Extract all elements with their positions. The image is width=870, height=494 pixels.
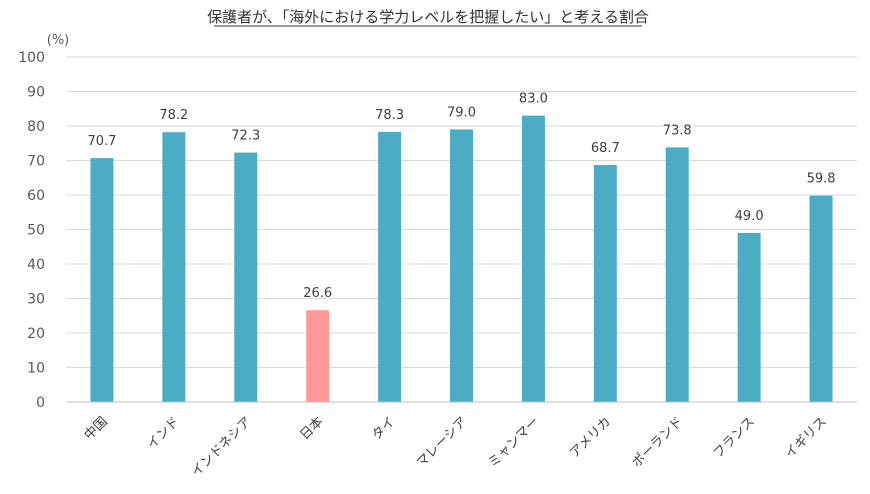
category-label: フランス [711,414,758,461]
bar [450,129,473,402]
y-tick-label: 70 [27,154,45,170]
data-label: 49.0 [735,209,764,224]
bar [665,147,689,402]
category-label: アメリカ [567,414,614,461]
bar [593,164,617,402]
y-tick-label: 40 [27,257,45,273]
bar [809,195,833,402]
category-label: ポーランド [629,414,686,471]
category-label: 中国 [82,414,111,443]
data-label: 70.7 [87,134,116,149]
y-tick-label: 80 [27,119,45,135]
chart-title: 保護者が、「海外における学力レベルを把握したい」と考える割合 [207,8,649,26]
bar [378,131,402,403]
bar [306,310,330,402]
y-tick-label: 20 [27,326,45,342]
category-label: 日本 [298,414,327,443]
data-label: 73.8 [663,123,692,138]
category-label: インド [144,414,182,452]
category-label: ミャンマー [486,414,543,471]
bars [90,115,833,403]
category-label: マレーシア [414,414,470,470]
data-label: 68.7 [591,141,620,156]
bar [737,232,761,402]
bar [234,152,258,402]
data-labels: 70.7 78.2 72.3 26.6 78.3 79.0 83.0 68.7 73.8 49.0… [87,92,835,302]
y-axis-unit-label: (%) [47,33,70,48]
category-label: イギリス [782,414,829,461]
bar [521,115,545,403]
data-label: 59.8 [807,172,836,187]
category-labels: 中国 インド インドネシア 日本 タイ マレーシア ミャンマー アメリカ ポーランド フランス イギ… [82,414,830,480]
y-tick-label: 50 [27,223,45,239]
y-tick-label: 60 [27,188,45,204]
data-label: 78.2 [159,108,188,123]
y-axis-ticks: 0 10 20 30 40 50 60 70 80 90 100 [18,50,45,411]
y-tick-label: 100 [18,50,45,66]
category-label: タイ [369,414,398,443]
data-label: 83.0 [519,92,548,107]
data-label: 72.3 [231,129,260,144]
y-tick-label: 10 [27,361,45,377]
y-tick-label: 0 [36,395,45,411]
y-tick-label: 90 [27,85,45,101]
category-label: インドネシア [189,414,255,480]
y-tick-label: 30 [27,292,45,308]
data-label: 78.3 [375,108,404,123]
bar [162,132,186,402]
data-label: 26.6 [303,286,332,301]
data-label: 79.0 [447,105,476,120]
bar [90,158,114,402]
